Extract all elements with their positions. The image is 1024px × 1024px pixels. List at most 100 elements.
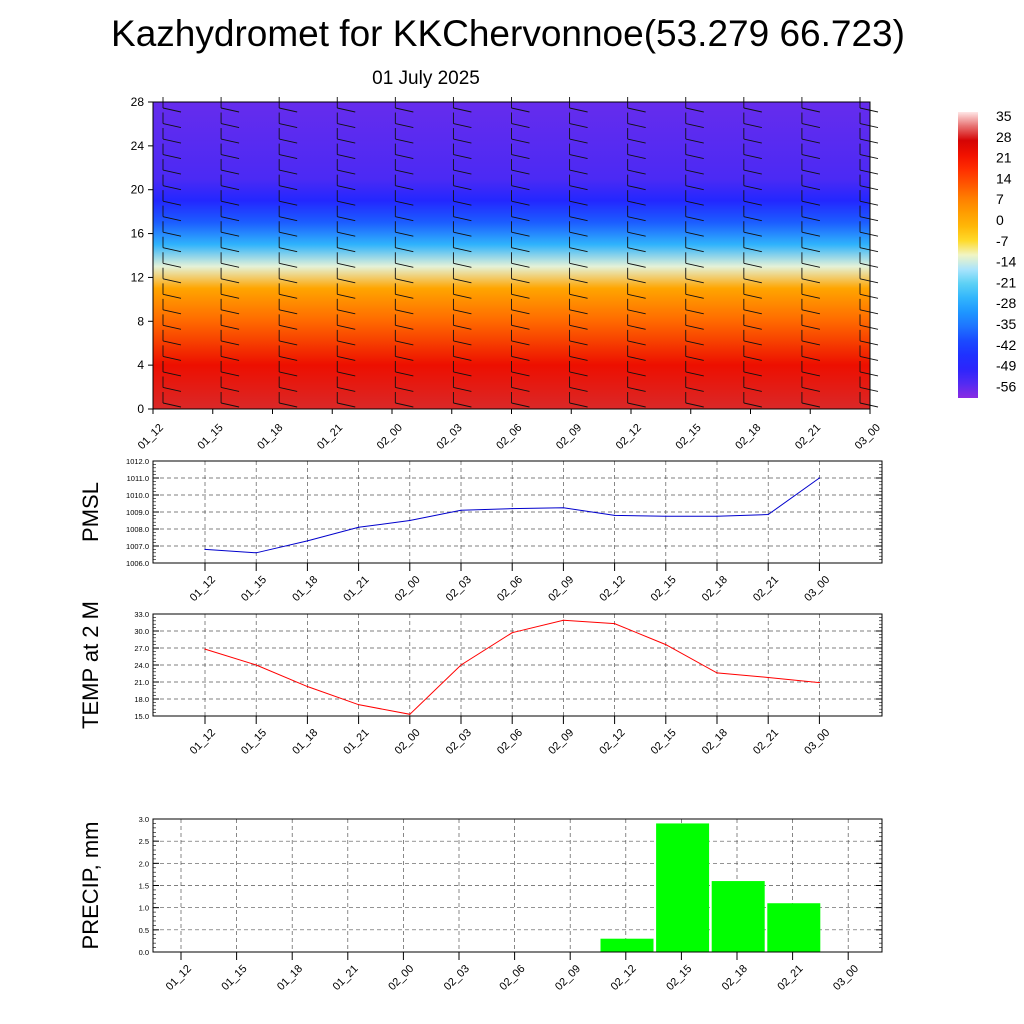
wind-barb-flag xyxy=(627,200,646,206)
wind-barb-flag xyxy=(220,262,240,268)
wind-barb-flag xyxy=(627,355,646,361)
wind-barb-flag xyxy=(279,324,298,330)
wind-barb-flag xyxy=(685,185,704,191)
colorbar-label: -35 xyxy=(996,316,1016,332)
y-tick-label: 1009.0 xyxy=(126,508,149,517)
wind-barb-flag xyxy=(685,154,704,160)
figure-title: Kazhydromet for KKChervonnoe(53.279 66.7… xyxy=(111,13,905,54)
wind-barb-flag xyxy=(859,324,879,330)
wind-barb-flag xyxy=(162,123,182,128)
wind-barb-flag xyxy=(569,355,588,361)
heatmap-y-tick-label: 12 xyxy=(131,270,145,284)
wind-barb-flag xyxy=(395,107,414,113)
y-tick-label: 1006.0 xyxy=(126,559,149,568)
wind-barb-flag xyxy=(627,278,646,284)
colorbar-label: -7 xyxy=(996,233,1009,249)
x-tick-label: 02_12 xyxy=(597,727,627,757)
wind-barb-flag xyxy=(627,371,646,377)
wind-barb-flag xyxy=(279,169,298,175)
wind-barb-flag xyxy=(859,309,879,315)
wind-barb-flag xyxy=(511,216,530,222)
wind-barb-flag xyxy=(627,154,646,160)
wind-barb-flag xyxy=(801,293,821,299)
wind-barb-flag xyxy=(220,185,240,191)
wind-barb-flag xyxy=(743,216,762,222)
wind-barb-flag xyxy=(162,278,182,284)
wind-barb-flag xyxy=(162,293,182,299)
bar xyxy=(656,823,710,952)
wind-barb-flag xyxy=(395,262,414,268)
heatmap-x-tick-label: 01_12 xyxy=(136,422,166,452)
data-point xyxy=(818,681,821,684)
figure-date: 01 July 2025 xyxy=(372,68,480,89)
x-tick-label: 02_21 xyxy=(751,727,781,757)
wind-barb-flag xyxy=(162,169,182,175)
temp-panel: 15.0 18.0 21.0 24.0 27.0 30.0 33.0 01_12 01_15 01… xyxy=(78,601,883,757)
wind-barb-flag xyxy=(627,169,646,175)
data-point xyxy=(255,552,257,554)
pmsl-panel: 1006.0 1007.0 1008.0 1009.0 1010.0 1011.0 1012… xyxy=(78,457,883,604)
x-tick-label: 02_03 xyxy=(442,963,472,993)
wind-barb-flag xyxy=(162,340,182,346)
wind-barb-flag xyxy=(569,402,588,408)
colorbar-label: -28 xyxy=(996,295,1016,311)
heatmap-y-tick-label: 16 xyxy=(131,227,145,241)
data-point xyxy=(409,713,411,715)
wind-barb-flag xyxy=(627,231,646,237)
y-axis-label: PMSL xyxy=(78,482,103,542)
x-tick-label: 01_12 xyxy=(188,574,218,604)
wind-barb-flag xyxy=(511,278,530,284)
wind-barb-flag xyxy=(395,185,414,191)
wind-barb-flag xyxy=(220,123,240,128)
heatmap-x-tick-label: 02_12 xyxy=(614,422,644,452)
wind-barb-flag xyxy=(685,107,704,113)
colorbar-label: 0 xyxy=(996,212,1004,228)
x-tick-label: 02_18 xyxy=(700,727,730,757)
y-tick-label: 30.0 xyxy=(134,627,149,636)
wind-barb-flag xyxy=(859,402,879,408)
wind-barb-flag xyxy=(279,154,298,160)
wind-barb-flag xyxy=(511,123,530,128)
wind-barb-flag xyxy=(627,402,646,408)
wind-barb-flag xyxy=(220,371,240,377)
wind-barb-flag xyxy=(337,154,356,160)
wind-barb-flag xyxy=(685,262,704,268)
x-tick-label: 02_15 xyxy=(649,574,679,604)
wind-barb-flag xyxy=(801,123,821,128)
x-tick-label: 01_15 xyxy=(219,963,249,993)
wind-barb-flag xyxy=(162,371,182,377)
wind-barb-flag xyxy=(627,262,646,268)
wind-barb-flag xyxy=(395,340,414,346)
wind-barb-flag xyxy=(511,200,530,206)
wind-barb-flag xyxy=(220,340,240,346)
wind-barb-flag xyxy=(279,402,298,408)
wind-barb-flag xyxy=(511,309,530,315)
wind-barb-flag xyxy=(337,340,356,346)
plot-frame xyxy=(152,460,883,564)
wind-barb-flag xyxy=(337,123,356,128)
precip-panel: 0.0 0.5 1.0 1.5 2.0 2.5 3.0 01_12 01_15 01_18 01_2… xyxy=(78,815,883,993)
x-tick-label: 01_15 xyxy=(239,574,269,604)
x-tick-label: 02_21 xyxy=(775,963,805,993)
y-tick-label: 1012.0 xyxy=(126,457,149,466)
data-point xyxy=(614,623,616,625)
wind-barb-flag xyxy=(685,355,704,361)
wind-barb-flag xyxy=(511,247,530,253)
colorbar-label: -42 xyxy=(996,337,1016,353)
wind-barb-flag xyxy=(337,262,356,268)
wind-barb-flag xyxy=(627,340,646,346)
wind-barb-flag xyxy=(453,293,472,299)
wind-barb-flag xyxy=(220,200,240,206)
wind-barb-flag xyxy=(395,402,414,408)
wind-barb-flag xyxy=(395,169,414,175)
wind-barb-flag xyxy=(743,107,762,113)
wind-barb-flag xyxy=(279,340,298,346)
wind-barb-flag xyxy=(395,200,414,206)
wind-barb-flag xyxy=(337,293,356,299)
heatmap-y-tick-label: 4 xyxy=(137,358,144,372)
wind-barb-flag xyxy=(743,278,762,284)
x-tick-label: 02_12 xyxy=(609,963,639,993)
x-tick-label: 01_18 xyxy=(290,727,320,757)
wind-barb-flag xyxy=(627,324,646,330)
y-tick-label: 1011.0 xyxy=(127,474,149,483)
